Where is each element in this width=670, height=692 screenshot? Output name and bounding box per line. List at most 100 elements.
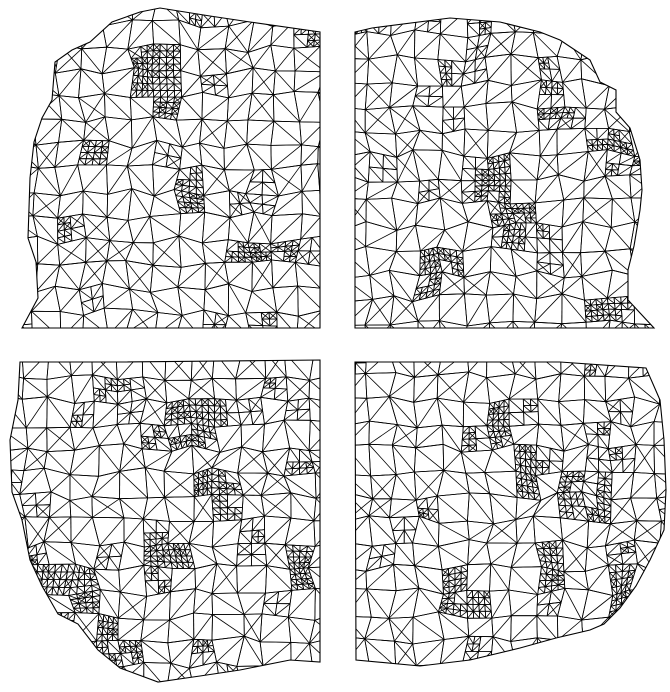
- mesh-edge: [319, 169, 320, 191]
- mesh-edge: [463, 59, 476, 75]
- mesh-edge: [283, 251, 285, 262]
- mesh-edge: [104, 116, 110, 141]
- mesh-edge: [491, 220, 494, 228]
- mesh-edge: [166, 96, 175, 103]
- mesh-edge: [152, 19, 179, 21]
- mesh-edge: [316, 21, 318, 28]
- mesh-edge: [153, 235, 180, 244]
- mesh-edge: [152, 235, 180, 266]
- mesh-edge: [105, 335, 108, 360]
- mesh-edge: [486, 158, 489, 165]
- mesh-edge: [125, 309, 133, 328]
- mesh-edge: [246, 143, 255, 171]
- mesh-edge: [584, 18, 607, 33]
- mesh-edge: [22, 239, 39, 265]
- mesh-edge: [492, 162, 495, 169]
- mesh-edge: [205, 261, 225, 264]
- mesh-edge: [190, 202, 199, 209]
- mesh-edge: [152, 106, 161, 113]
- mesh-edge: [414, 85, 418, 96]
- mesh-edge: [582, 221, 612, 228]
- mesh-edge: [412, 149, 443, 151]
- mesh-edge: [213, 75, 215, 86]
- mesh-edge: [147, 57, 154, 65]
- mesh-edge: [141, 360, 166, 381]
- mesh-edge: [22, 263, 38, 269]
- mesh-edge: [519, 222, 522, 230]
- mesh-edge: [561, 197, 585, 228]
- mesh-edge: [420, 291, 428, 294]
- mesh-edge: [91, 299, 95, 312]
- mesh-edge: [355, 82, 368, 85]
- mesh-edge: [602, 309, 610, 316]
- mesh-edge: [512, 242, 519, 244]
- mesh-edge: [99, 158, 108, 166]
- mesh-edge: [82, 190, 84, 215]
- mesh-edge: [33, 60, 46, 63]
- mesh-edge: [129, 264, 154, 290]
- mesh-edge: [182, 179, 191, 186]
- mesh-edge: [420, 229, 445, 252]
- mesh-edge: [441, 271, 465, 295]
- mesh-edge: [419, 180, 430, 191]
- mesh-edge: [355, 18, 368, 22]
- mesh-edge: [38, 168, 61, 196]
- mesh-edge: [547, 57, 551, 70]
- mesh-edge: [524, 212, 531, 219]
- mesh-edge: [59, 289, 80, 312]
- mesh-edge: [301, 20, 310, 29]
- mesh-edge: [556, 106, 566, 114]
- mesh-edge: [132, 309, 156, 328]
- mesh-edge: [278, 191, 303, 197]
- mesh-edge: [166, 50, 174, 58]
- mesh-edge: [38, 66, 44, 73]
- mesh-edge: [350, 10, 356, 16]
- mesh-edge: [643, 249, 654, 253]
- mesh-edge: [39, 60, 46, 62]
- mesh-edge: [591, 315, 598, 317]
- mesh-edge: [492, 236, 503, 238]
- mesh-edge: [83, 335, 109, 360]
- mesh-edge: [15, 319, 21, 325]
- mesh-edge: [613, 128, 619, 131]
- mesh-edge: [247, 93, 253, 121]
- mesh-edge: [70, 213, 83, 229]
- mesh-edge: [465, 49, 468, 62]
- mesh-edge: [613, 146, 621, 152]
- mesh-edge: [566, 112, 569, 119]
- mesh-edge: [31, 72, 56, 74]
- mesh-edge: [56, 23, 61, 45]
- mesh-edge: [232, 251, 239, 258]
- mesh-edge: [557, 56, 581, 61]
- mesh-edge: [613, 134, 621, 142]
- mesh-edge: [591, 316, 593, 322]
- mesh-edge: [557, 106, 565, 108]
- mesh-edge: [355, 181, 369, 199]
- mesh-edge: [511, 79, 542, 103]
- mesh-edge: [414, 293, 421, 296]
- mesh-edge: [153, 195, 182, 214]
- mesh-edge: [487, 162, 494, 165]
- mesh-edge: [629, 174, 632, 198]
- mesh-edge: [630, 197, 636, 223]
- mesh-edge: [300, 213, 303, 240]
- mesh-edge: [202, 336, 213, 339]
- mesh-edge: [150, 286, 178, 293]
- mesh-edge: [165, 102, 168, 108]
- mesh-edge: [272, 8, 297, 27]
- mesh-edge: [481, 180, 490, 187]
- mesh-edge: [439, 72, 442, 80]
- mesh-edge: [556, 117, 562, 130]
- mesh-edge: [177, 332, 202, 339]
- mesh-edge: [129, 90, 132, 98]
- mesh-edge: [556, 117, 574, 130]
- mesh-edge: [395, 130, 421, 135]
- mesh-edge: [32, 337, 61, 339]
- mesh-edge: [106, 19, 133, 48]
- mesh-edge: [32, 62, 35, 68]
- mesh-edge: [466, 47, 478, 51]
- mesh-edge: [504, 166, 511, 168]
- mesh-edge: [669, 297, 670, 311]
- mesh-edge: [481, 185, 489, 192]
- mesh-edge: [227, 119, 248, 122]
